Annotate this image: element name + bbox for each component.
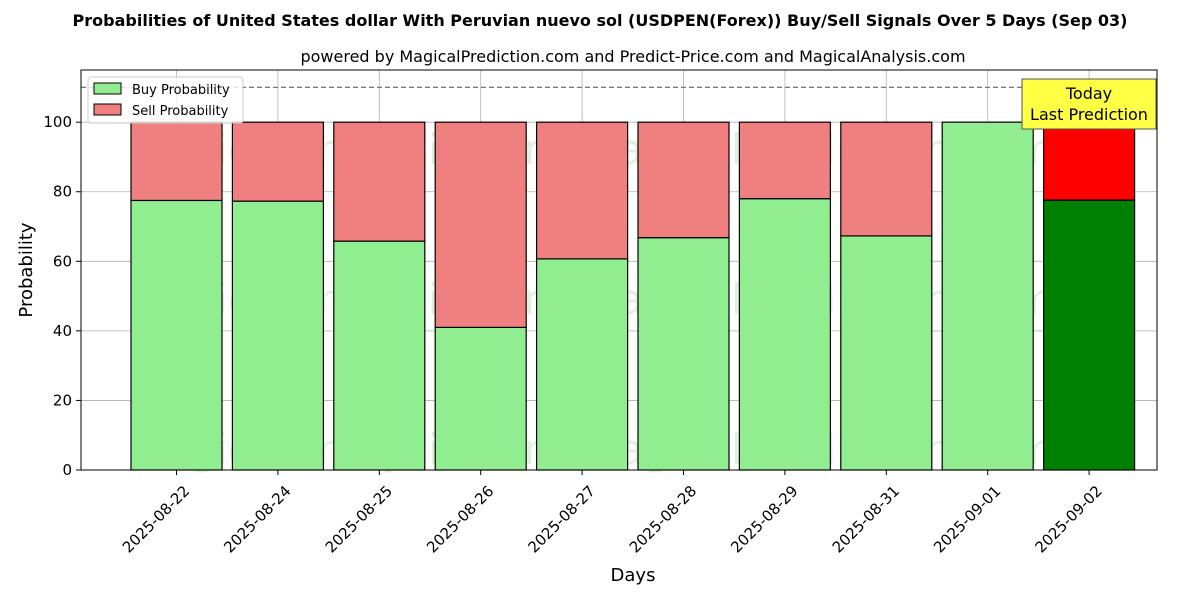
y-axis: 0 20 40 60 80 100 bbox=[43, 113, 81, 479]
bar-buy bbox=[1042, 199, 1136, 471]
legend-frame bbox=[87, 76, 244, 124]
chart-subtitle: powered by MagicalPrediction.com and Pre… bbox=[300, 47, 965, 66]
x-tick-label: 2025-08-28 bbox=[626, 482, 700, 556]
legend: Buy Probability Sell Probability bbox=[87, 76, 244, 124]
bar-buy bbox=[840, 235, 933, 471]
legend-buy-swatch bbox=[93, 82, 122, 95]
bar-buy bbox=[231, 200, 324, 471]
bar-buy bbox=[130, 199, 223, 471]
legend-buy-label: Buy Probability bbox=[132, 83, 230, 98]
bar-buy bbox=[941, 121, 1034, 471]
legend-sell-label: Sell Probability bbox=[132, 104, 229, 119]
y-tick-label: 40 bbox=[53, 322, 72, 340]
bar-sell bbox=[130, 121, 223, 202]
x-tick-label: 2025-08-22 bbox=[119, 482, 193, 556]
bar-sell bbox=[637, 121, 730, 239]
y-tick-label: 100 bbox=[43, 113, 72, 131]
x-tick-label: 2025-08-29 bbox=[727, 482, 801, 556]
x-tick-label: 2025-09-01 bbox=[930, 482, 1004, 556]
bar-buy bbox=[434, 326, 527, 471]
annotation-box bbox=[1021, 78, 1157, 130]
y-tick-label: 60 bbox=[53, 252, 72, 270]
x-tick-label: 2025-08-25 bbox=[322, 482, 396, 556]
x-axis-label: Days bbox=[611, 565, 656, 586]
annotation-line-2: Last Prediction bbox=[1030, 105, 1148, 124]
y-tick-label: 20 bbox=[53, 391, 72, 409]
bar-sell bbox=[434, 121, 527, 328]
bar-buy bbox=[535, 258, 629, 471]
x-tick-label: 2025-08-24 bbox=[220, 482, 294, 556]
legend-sell-swatch bbox=[93, 103, 122, 116]
bar-sell bbox=[738, 121, 832, 200]
x-tick-label: 2025-09-02 bbox=[1031, 482, 1105, 556]
bar-buy bbox=[333, 240, 426, 471]
today-annotation: Today Last Prediction bbox=[1021, 78, 1157, 130]
x-axis: 2025-08-22 2025-08-24 2025-08-25 2025-08-26… bbox=[119, 470, 1106, 556]
bar-sell bbox=[1042, 121, 1136, 201]
bar-sell bbox=[231, 121, 324, 202]
bar-sell bbox=[840, 121, 933, 237]
x-tick-label: 2025-08-26 bbox=[423, 482, 497, 556]
bar-buy bbox=[738, 198, 832, 471]
bar-sell bbox=[535, 121, 629, 260]
bar-buy bbox=[637, 237, 730, 471]
chart-title: Probabilities of United States dollar Wi… bbox=[73, 11, 1128, 30]
annotation-line-1: Today bbox=[1065, 84, 1112, 103]
plot-frame bbox=[80, 69, 1158, 471]
bars bbox=[130, 121, 1136, 471]
x-tick-label: 2025-08-27 bbox=[524, 482, 598, 556]
y-axis-label: Probability bbox=[16, 222, 37, 317]
bar-sell bbox=[333, 121, 426, 242]
x-tick-label: 2025-08-31 bbox=[829, 482, 903, 556]
y-tick-label: 80 bbox=[53, 183, 72, 201]
y-tick-label: 0 bbox=[62, 461, 72, 479]
